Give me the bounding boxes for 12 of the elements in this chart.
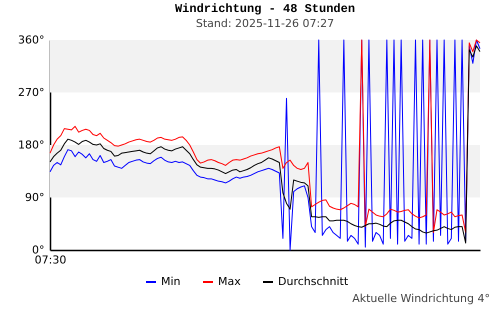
y-tick-label: 270° <box>18 86 44 99</box>
y-tick-label: 180° <box>18 138 44 152</box>
text: Aktuelle Windrichtung 4° <box>352 292 490 305</box>
legend-label: Min <box>161 275 181 288</box>
chart-title: Windrichtung - 48 Stunden <box>174 2 356 16</box>
x-tick-label: 07:30 <box>34 254 66 266</box>
legend-label: Durchschnitt <box>278 275 349 288</box>
y-tick-label: 90° <box>25 191 44 204</box>
chart-subtitle: Stand: 2025-11-26 07:27 <box>196 17 334 30</box>
y-tick-label: 0° <box>32 244 44 256</box>
legend-label: Max <box>218 275 242 288</box>
y-tick-label: 360° <box>18 34 44 46</box>
